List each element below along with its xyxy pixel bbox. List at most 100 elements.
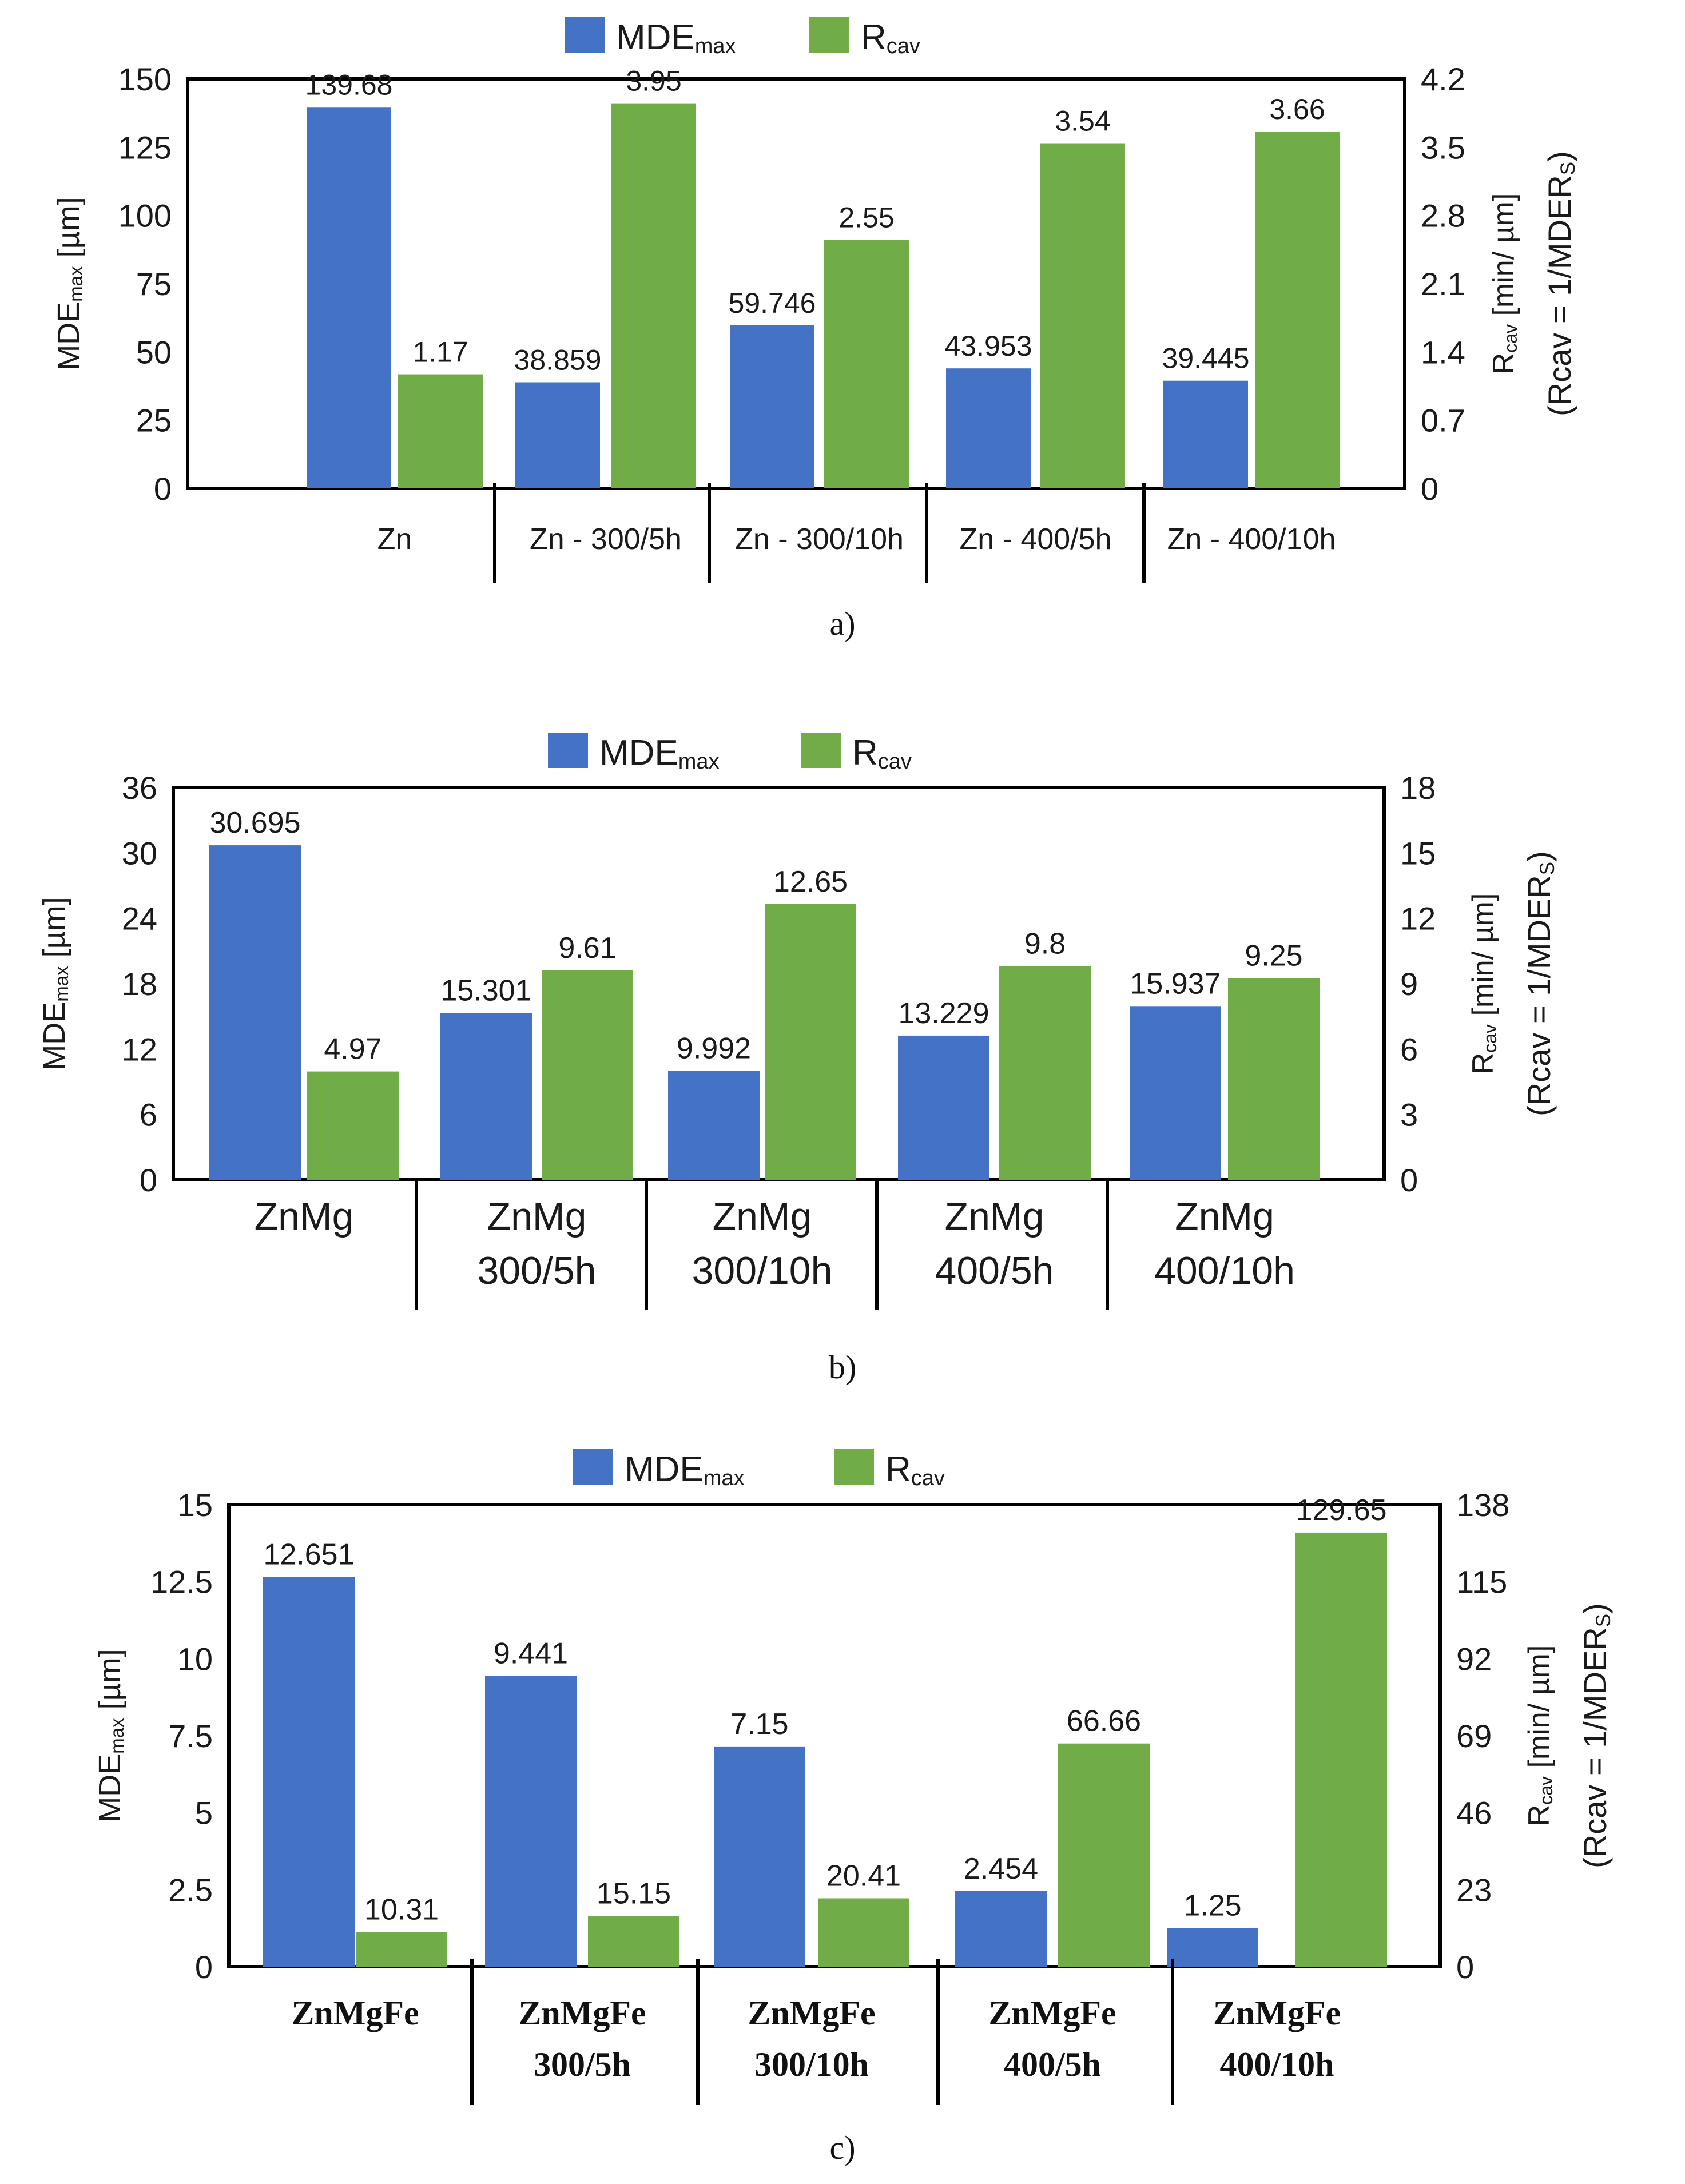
x-tick-label: 300/10h: [754, 2046, 869, 2083]
bar-MDEmax-3: [714, 1746, 805, 1967]
bar-MDEmax-1: [307, 107, 391, 488]
y2-tick-label: 4.2: [1421, 61, 1465, 97]
data-label-MDEmax-3: 7.15: [730, 1708, 788, 1741]
y-axis-title: MDEmax [µm]: [37, 897, 72, 1070]
y-axis-title-sub: max: [106, 1718, 128, 1754]
data-label-Rcav-1: 1.17: [412, 336, 468, 368]
y-axis-title-part: [µm]: [37, 897, 71, 966]
x-axis-categories: ZnMg ZnMg 300/5h ZnMg 300/10h ZnMg 400/5h ZnMg 4…: [255, 1181, 1295, 1310]
y-tick-label: 12: [122, 1031, 157, 1067]
y-tick-label: 5: [195, 1795, 213, 1831]
y2-axis-title: Rcav [min/ µm]: [1523, 1645, 1556, 1827]
x-tick-label: ZnMgFe: [748, 1994, 875, 2032]
bar-Rcav-2: [611, 103, 696, 489]
bar-MDEmax-1: [209, 845, 301, 1180]
legend-label-Rcav: Rcav: [852, 733, 912, 774]
y2-axis-title-line2-part: ): [1577, 1603, 1613, 1614]
legend-label-Rcav-sub: cav: [911, 1466, 945, 1490]
y-tick-label: 2.5: [168, 1872, 213, 1908]
bar-Rcav-2: [588, 1916, 679, 1967]
x-tick-label: Zn - 400/5h: [960, 523, 1112, 556]
y-tick-label: 12.5: [150, 1564, 213, 1600]
legend-label-MDEmax-part: MDE: [599, 733, 678, 773]
y2-axis-title-line2-sub: S: [1592, 1614, 1615, 1627]
y-tick-label: 24: [122, 901, 157, 937]
bar-MDEmax-4: [955, 1891, 1047, 1967]
y2-axis-title-line2-part: ): [1541, 151, 1577, 162]
y2-axis-title-line2-part: (Rcav = 1/MDER: [1521, 875, 1557, 1116]
bar-Rcav-3: [824, 240, 909, 488]
bar-Rcav-3: [818, 1898, 909, 1967]
y-tick-label: 18: [122, 966, 157, 1002]
y-tick-label: 100: [118, 198, 172, 234]
bar-Rcav-5: [1255, 132, 1340, 489]
y2-axis-title-line2: (Rcav = 1/MDERS): [1521, 851, 1559, 1116]
bars: 139.68 38.859 59.746 43.953 39.445 1.17 3.95 2.…: [305, 65, 1340, 489]
y2-axis-title-sub: cav: [1536, 1776, 1556, 1805]
y2-tick-label: 15: [1400, 835, 1436, 871]
y-axis-title: MDEmax [µm]: [51, 197, 86, 370]
bars: 12.651 9.441 7.15 2.454 1.25 10.31 15.15 20.41 6…: [263, 1494, 1387, 1967]
legend-label-MDEmax-sub: max: [704, 1466, 745, 1490]
bar-Rcav-3: [765, 904, 856, 1180]
legend-swatch-Rcav: [809, 17, 849, 53]
data-label-Rcav-4: 3.54: [1055, 105, 1110, 137]
data-label-MDEmax-5: 15.937: [1130, 967, 1221, 1000]
y2-axis-title: Rcav [min/ µm]: [1487, 193, 1521, 375]
y2-tick-label: 46: [1456, 1795, 1492, 1831]
bar-Rcav-4: [1040, 143, 1125, 488]
bar-MDEmax-5: [1163, 380, 1248, 488]
bar-MDEmax-4: [946, 368, 1031, 488]
y-tick-label: 25: [136, 403, 172, 439]
bars: 30.695 15.301 9.992 13.229 15.937 4.97 9.61 12.…: [209, 806, 1320, 1180]
legend-label-Rcav-part: R: [861, 18, 887, 57]
x-tick-label: ZnMgFe: [1213, 1994, 1341, 2032]
x-tick-label: 300/5h: [534, 2046, 631, 2083]
panel-caption: b): [829, 1348, 856, 1386]
y2-tick-label: 0.7: [1421, 403, 1465, 439]
y-tick-label: 36: [122, 770, 157, 806]
data-label-MDEmax-1: 12.651: [263, 1538, 354, 1572]
bar-MDEmax-2: [485, 1676, 577, 1967]
y-axis-title-part: MDE: [93, 1754, 127, 1823]
y2-tick-label: 2.8: [1421, 198, 1465, 234]
y-axis-right: 0 0.7 1.4 2.1 2.8 3.5 4.2: [1421, 61, 1465, 507]
y2-tick-label: 0: [1421, 471, 1438, 507]
data-label-Rcav-3: 20.41: [826, 1859, 901, 1892]
y-tick-label: 6: [140, 1097, 157, 1133]
x-tick-label: 400/10h: [1219, 2046, 1334, 2083]
data-label-MDEmax-5: 1.25: [1183, 1889, 1241, 1923]
legend-swatch-Rcav: [801, 733, 841, 768]
legend-label-MDEmax-sub: max: [678, 750, 720, 774]
y-axis-title-sub: max: [65, 266, 86, 302]
chart-legend: MDEmax Rcav: [573, 1449, 945, 1490]
y2-axis-title-sub: cav: [1480, 1024, 1500, 1053]
y-tick-label: 50: [136, 334, 172, 370]
y-axis-right: 0 23 46 69 92 115 138: [1456, 1487, 1509, 1985]
y2-axis-title-part: [min/ µm]: [1487, 193, 1520, 324]
bar-MDEmax-1: [263, 1577, 355, 1967]
y-tick-label: 7.5: [168, 1718, 213, 1754]
x-tick-label: Zn - 400/10h: [1167, 523, 1336, 556]
x-tick-label: ZnMg: [1175, 1195, 1274, 1238]
y2-axis-title-part: R: [1487, 353, 1520, 375]
x-tick-label: 400/5h: [1004, 2046, 1101, 2083]
y-axis-title-part: MDE: [37, 1002, 71, 1071]
y-tick-label: 0: [140, 1162, 157, 1198]
x-tick-label: 300/5h: [478, 1249, 597, 1292]
y2-axis-title-part: [min/ µm]: [1523, 1645, 1556, 1776]
legend-label-Rcav-sub: cav: [878, 750, 912, 774]
y2-axis-title-line2-part: (Rcav = 1/MDER: [1541, 175, 1577, 416]
panel-caption: a): [829, 605, 855, 642]
x-tick-label: ZnMgFe: [988, 1994, 1116, 2032]
x-tick-label: ZnMg: [255, 1195, 354, 1238]
data-label-MDEmax-1: 30.695: [209, 806, 300, 840]
y2-tick-label: 138: [1456, 1487, 1509, 1523]
legend-label-Rcav: Rcav: [885, 1450, 945, 1490]
data-label-MDEmax-3: 59.746: [729, 287, 816, 319]
bar-MDEmax-3: [668, 1071, 760, 1180]
y-axis-left: 0 6 12 18 24 30 36: [122, 770, 157, 1198]
legend-label-Rcav-sub: cav: [887, 34, 920, 58]
y2-axis-title-line2: (Rcav = 1/MDERS): [1577, 1603, 1615, 1868]
